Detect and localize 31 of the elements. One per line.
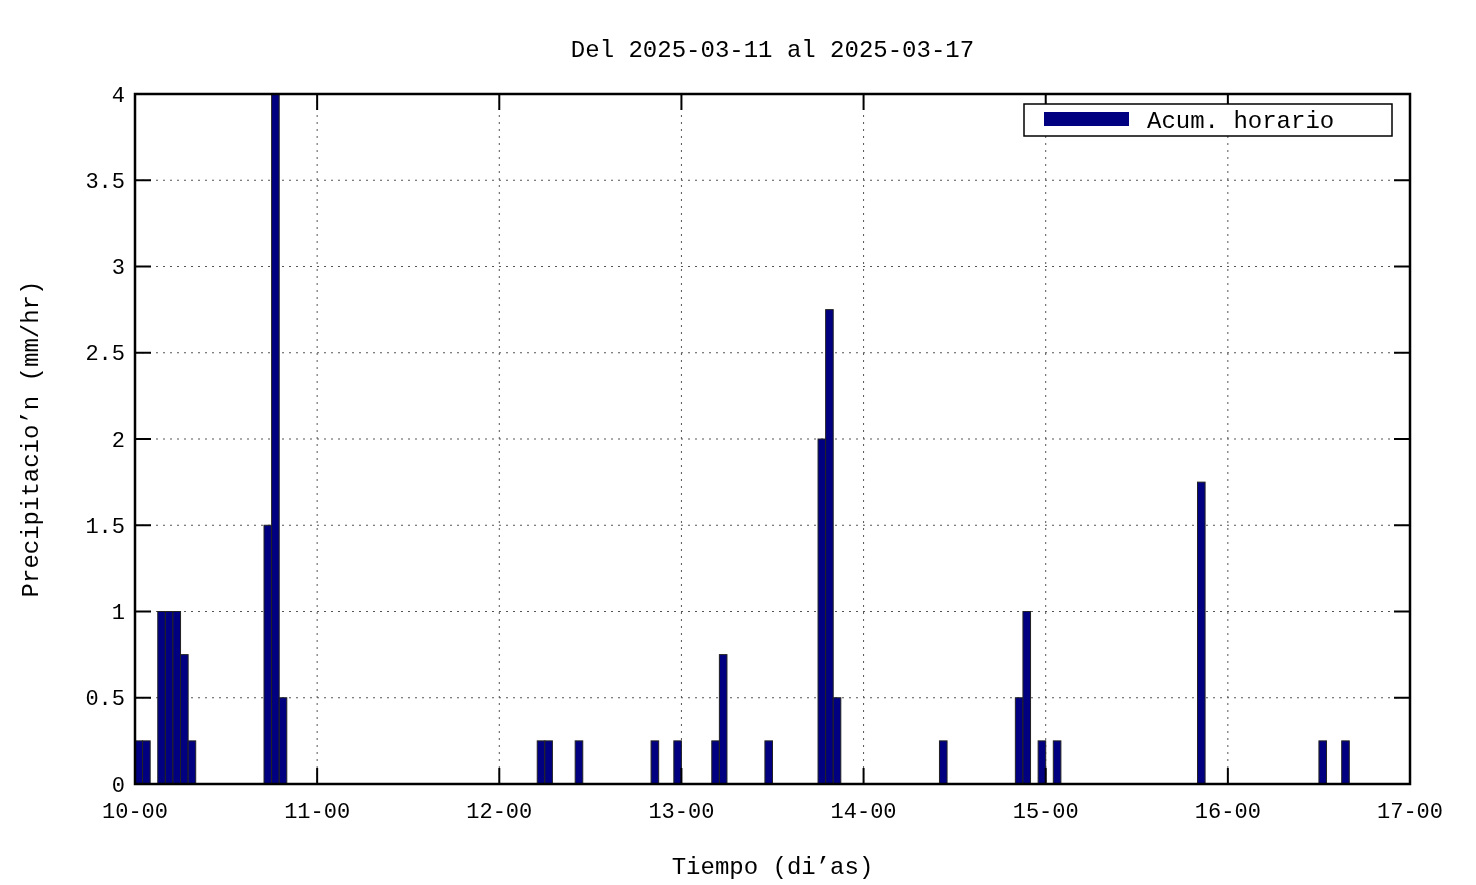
x-tick-label: 10-00	[101, 800, 169, 825]
x-tick-label: 14-00	[830, 800, 897, 825]
y-tick-label: 3.5	[85, 169, 125, 195]
chart-title: Del 2025-03-11 al 2025-03-17	[570, 37, 975, 64]
x-tick-label: 16-00	[1194, 800, 1261, 825]
x-tick-label: 11-00	[284, 800, 351, 825]
legend-label: Acum. horario	[1147, 108, 1335, 136]
y-tick-label: 2	[111, 428, 125, 454]
x-tick-label: 13-00	[648, 800, 715, 825]
bar	[1318, 740, 1328, 785]
x-tick-label: 17-00	[1376, 800, 1444, 825]
bar	[938, 740, 948, 785]
bar	[1052, 740, 1062, 785]
bar	[673, 740, 682, 785]
bar	[1341, 740, 1350, 785]
bar	[650, 740, 660, 785]
y-tick-label: 1	[111, 601, 125, 627]
bar	[574, 740, 584, 785]
x-tick-label: 12-00	[466, 800, 533, 825]
y-tick-label: 2.5	[85, 342, 125, 368]
bar	[1037, 740, 1047, 785]
bar	[764, 740, 773, 785]
x-tick-label: 15-00	[1012, 800, 1079, 825]
y-tick-label: 0	[111, 773, 125, 799]
y-tick-label: 0.5	[85, 687, 125, 713]
x-axis-title: Tiempo (di’as)	[671, 854, 874, 881]
y-tick-label: 1.5	[85, 514, 125, 540]
y-tick-label: 3	[111, 256, 125, 282]
y-axis-title: Precipitacio’n (mm/hr)	[18, 280, 45, 598]
bar	[1197, 481, 1206, 785]
y-tick-label: 4	[111, 83, 125, 109]
